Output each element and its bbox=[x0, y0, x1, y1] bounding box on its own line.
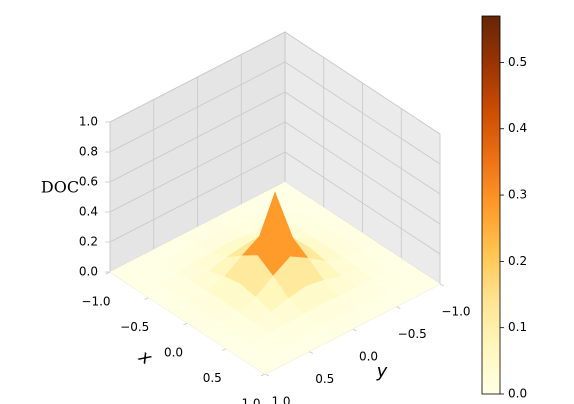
y-tick-label: −0.5 bbox=[398, 327, 427, 341]
z-tick-label: 0.2 bbox=[79, 235, 98, 249]
tick-mark bbox=[308, 351, 313, 354]
tick-mark bbox=[183, 322, 188, 326]
tick-mark bbox=[352, 328, 357, 332]
x-tick-label: −0.5 bbox=[120, 320, 149, 334]
grid-line bbox=[109, 121, 286, 213]
grid-line bbox=[284, 61, 441, 165]
z-tick-label: 1.0 bbox=[79, 115, 98, 129]
grid-line bbox=[284, 121, 441, 225]
grid-line bbox=[109, 91, 286, 183]
z-tick-label: 0.6 bbox=[79, 175, 98, 189]
grid-line bbox=[109, 31, 286, 123]
z-tick-label: 0.4 bbox=[79, 205, 98, 219]
tick-mark bbox=[396, 306, 401, 309]
tick-mark bbox=[144, 297, 149, 300]
y-tick-label: −1.0 bbox=[441, 305, 470, 319]
colorbar-tick-label: 0.3 bbox=[508, 188, 527, 202]
colorbar-tick-label: 0.1 bbox=[508, 320, 527, 334]
colorbar-tick-label: 0.0 bbox=[508, 387, 527, 401]
z-axis-label: DOC bbox=[41, 178, 79, 197]
grid-line bbox=[284, 31, 441, 135]
z-tick-label: 0.8 bbox=[79, 145, 98, 159]
colorbar bbox=[481, 15, 501, 395]
colorbar-tick-label: 0.2 bbox=[508, 254, 527, 268]
x-axis-label: x bbox=[134, 345, 156, 369]
x-tick-label: 0.0 bbox=[164, 346, 183, 360]
tick-mark bbox=[264, 373, 270, 377]
y-tick-label: 0.5 bbox=[315, 372, 334, 386]
colorbar-tick-label: 0.5 bbox=[508, 55, 527, 69]
y-axis-label: y bbox=[376, 361, 388, 382]
tick-mark bbox=[260, 373, 266, 377]
x-tick-label: −1.0 bbox=[81, 295, 110, 309]
z-tick-label: 0.0 bbox=[79, 265, 98, 279]
tick-mark bbox=[222, 348, 227, 351]
grid-line bbox=[109, 61, 286, 153]
colorbar-tick-label: 0.4 bbox=[508, 121, 527, 135]
surface bbox=[109, 181, 441, 375]
tick-mark bbox=[439, 283, 445, 287]
grid-line bbox=[284, 151, 441, 255]
x-tick-label: 0.5 bbox=[203, 371, 222, 385]
y-tick-label: 1.0 bbox=[271, 395, 290, 404]
x-tick-label: 1.0 bbox=[241, 397, 260, 404]
grid-line bbox=[109, 151, 286, 243]
surface-patch bbox=[248, 354, 284, 375]
grid-line bbox=[284, 91, 441, 195]
y-tick-label: 0.0 bbox=[359, 350, 378, 364]
